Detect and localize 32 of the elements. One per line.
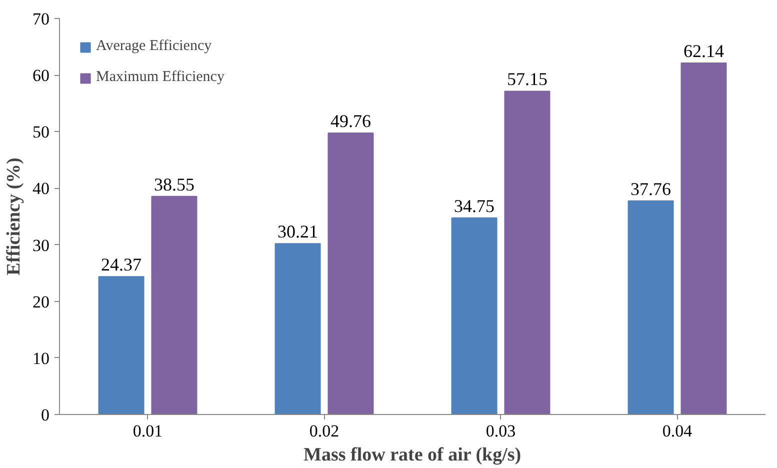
legend-label: Average Efficiency: [96, 38, 212, 55]
data-label: 49.76: [330, 111, 371, 131]
data-label: 38.55: [154, 174, 194, 194]
x-tick-label: 0.01: [132, 422, 163, 440]
y-tick-label: 40: [32, 179, 50, 198]
legend-label: Maximum Efficiency: [96, 69, 224, 86]
bar: [98, 276, 144, 414]
y-tick-label: 50: [32, 122, 50, 142]
bar: [451, 217, 498, 414]
x-tick-label: 0.04: [662, 422, 693, 440]
y-axis-title: Efficiency (%): [4, 158, 24, 276]
y-tick-label: 60: [32, 66, 50, 86]
bar: [328, 132, 374, 414]
bar: [680, 62, 727, 414]
y-tick-label: 0: [41, 406, 50, 424]
x-tick-label: 0.02: [309, 422, 340, 440]
data-label: 30.21: [278, 222, 318, 242]
data-label: 24.37: [101, 254, 142, 275]
data-label: 34.75: [454, 196, 495, 216]
bar: [628, 200, 674, 414]
y-tick-label: 70: [32, 10, 50, 28]
x-tick-label: 0.03: [486, 422, 516, 440]
x-axis-title: Mass flow rate of air (kg/s): [304, 444, 522, 466]
y-tick-label: 20: [32, 292, 50, 312]
bar: [504, 90, 550, 414]
bar: [151, 196, 198, 414]
data-label: 37.76: [630, 178, 672, 199]
data-label: 57.15: [506, 69, 548, 90]
bar: [274, 243, 321, 414]
y-tick-label: 30: [32, 236, 50, 255]
y-tick-label: 10: [32, 348, 50, 368]
data-label: 62.14: [683, 40, 724, 61]
